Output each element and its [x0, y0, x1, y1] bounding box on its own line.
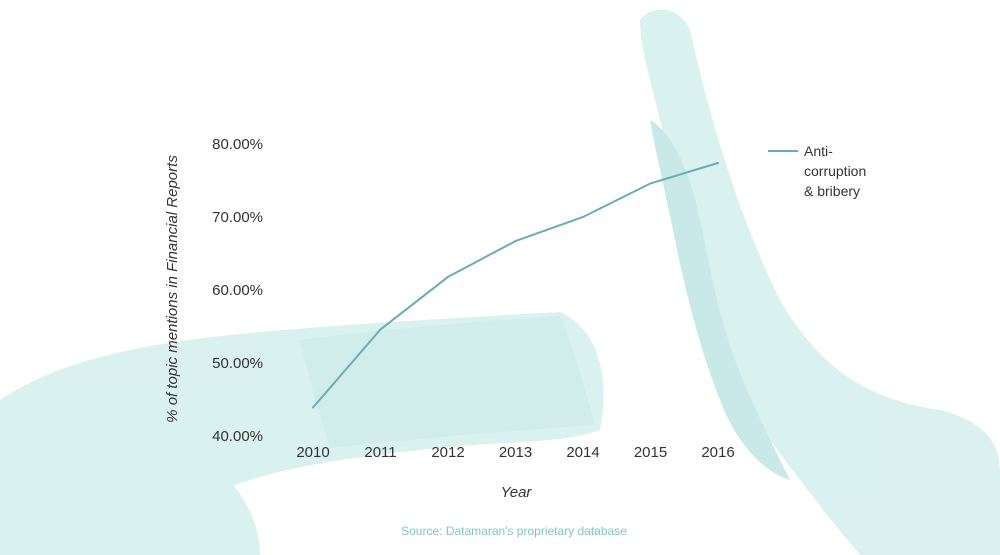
x-axis-title: Year — [501, 484, 533, 501]
y-tick-label: 60.00% — [212, 282, 263, 299]
y-tick-label: 80.00% — [212, 136, 263, 153]
series-line-anti-corruption — [312, 162, 719, 409]
legend-label-line-1: Anti- — [804, 143, 833, 159]
data-point-2013 — [514, 240, 517, 243]
data-point-2012 — [447, 275, 449, 278]
data-point-2010 — [312, 406, 314, 409]
y-tick-label: 70.00% — [212, 209, 263, 226]
legend-label-line-3: & bribery — [804, 183, 860, 199]
data-point-2015 — [649, 182, 652, 185]
data-point-2014 — [582, 216, 584, 218]
source-note: Source: Datamaran's proprietary database — [401, 524, 627, 538]
legend: Anti- corruption & bribery — [768, 143, 866, 199]
x-tick-label: 2012 — [431, 444, 464, 461]
y-axis-title: % of topic mentions in Financial Reports — [164, 155, 181, 423]
x-tick-label: 2014 — [566, 444, 599, 461]
data-point-2016 — [717, 161, 719, 164]
x-tick-label: 2016 — [701, 444, 734, 461]
y-tick-label: 40.00% — [212, 428, 263, 445]
data-point-2011 — [379, 328, 382, 331]
x-tick-label: 2010 — [296, 444, 329, 461]
x-tick-label: 2015 — [634, 444, 667, 461]
x-tick-label: 2011 — [364, 444, 396, 461]
legend-label-line-2: corruption — [804, 163, 866, 179]
x-tick-label: 2013 — [499, 444, 532, 461]
y-tick-label: 50.00% — [212, 355, 263, 372]
